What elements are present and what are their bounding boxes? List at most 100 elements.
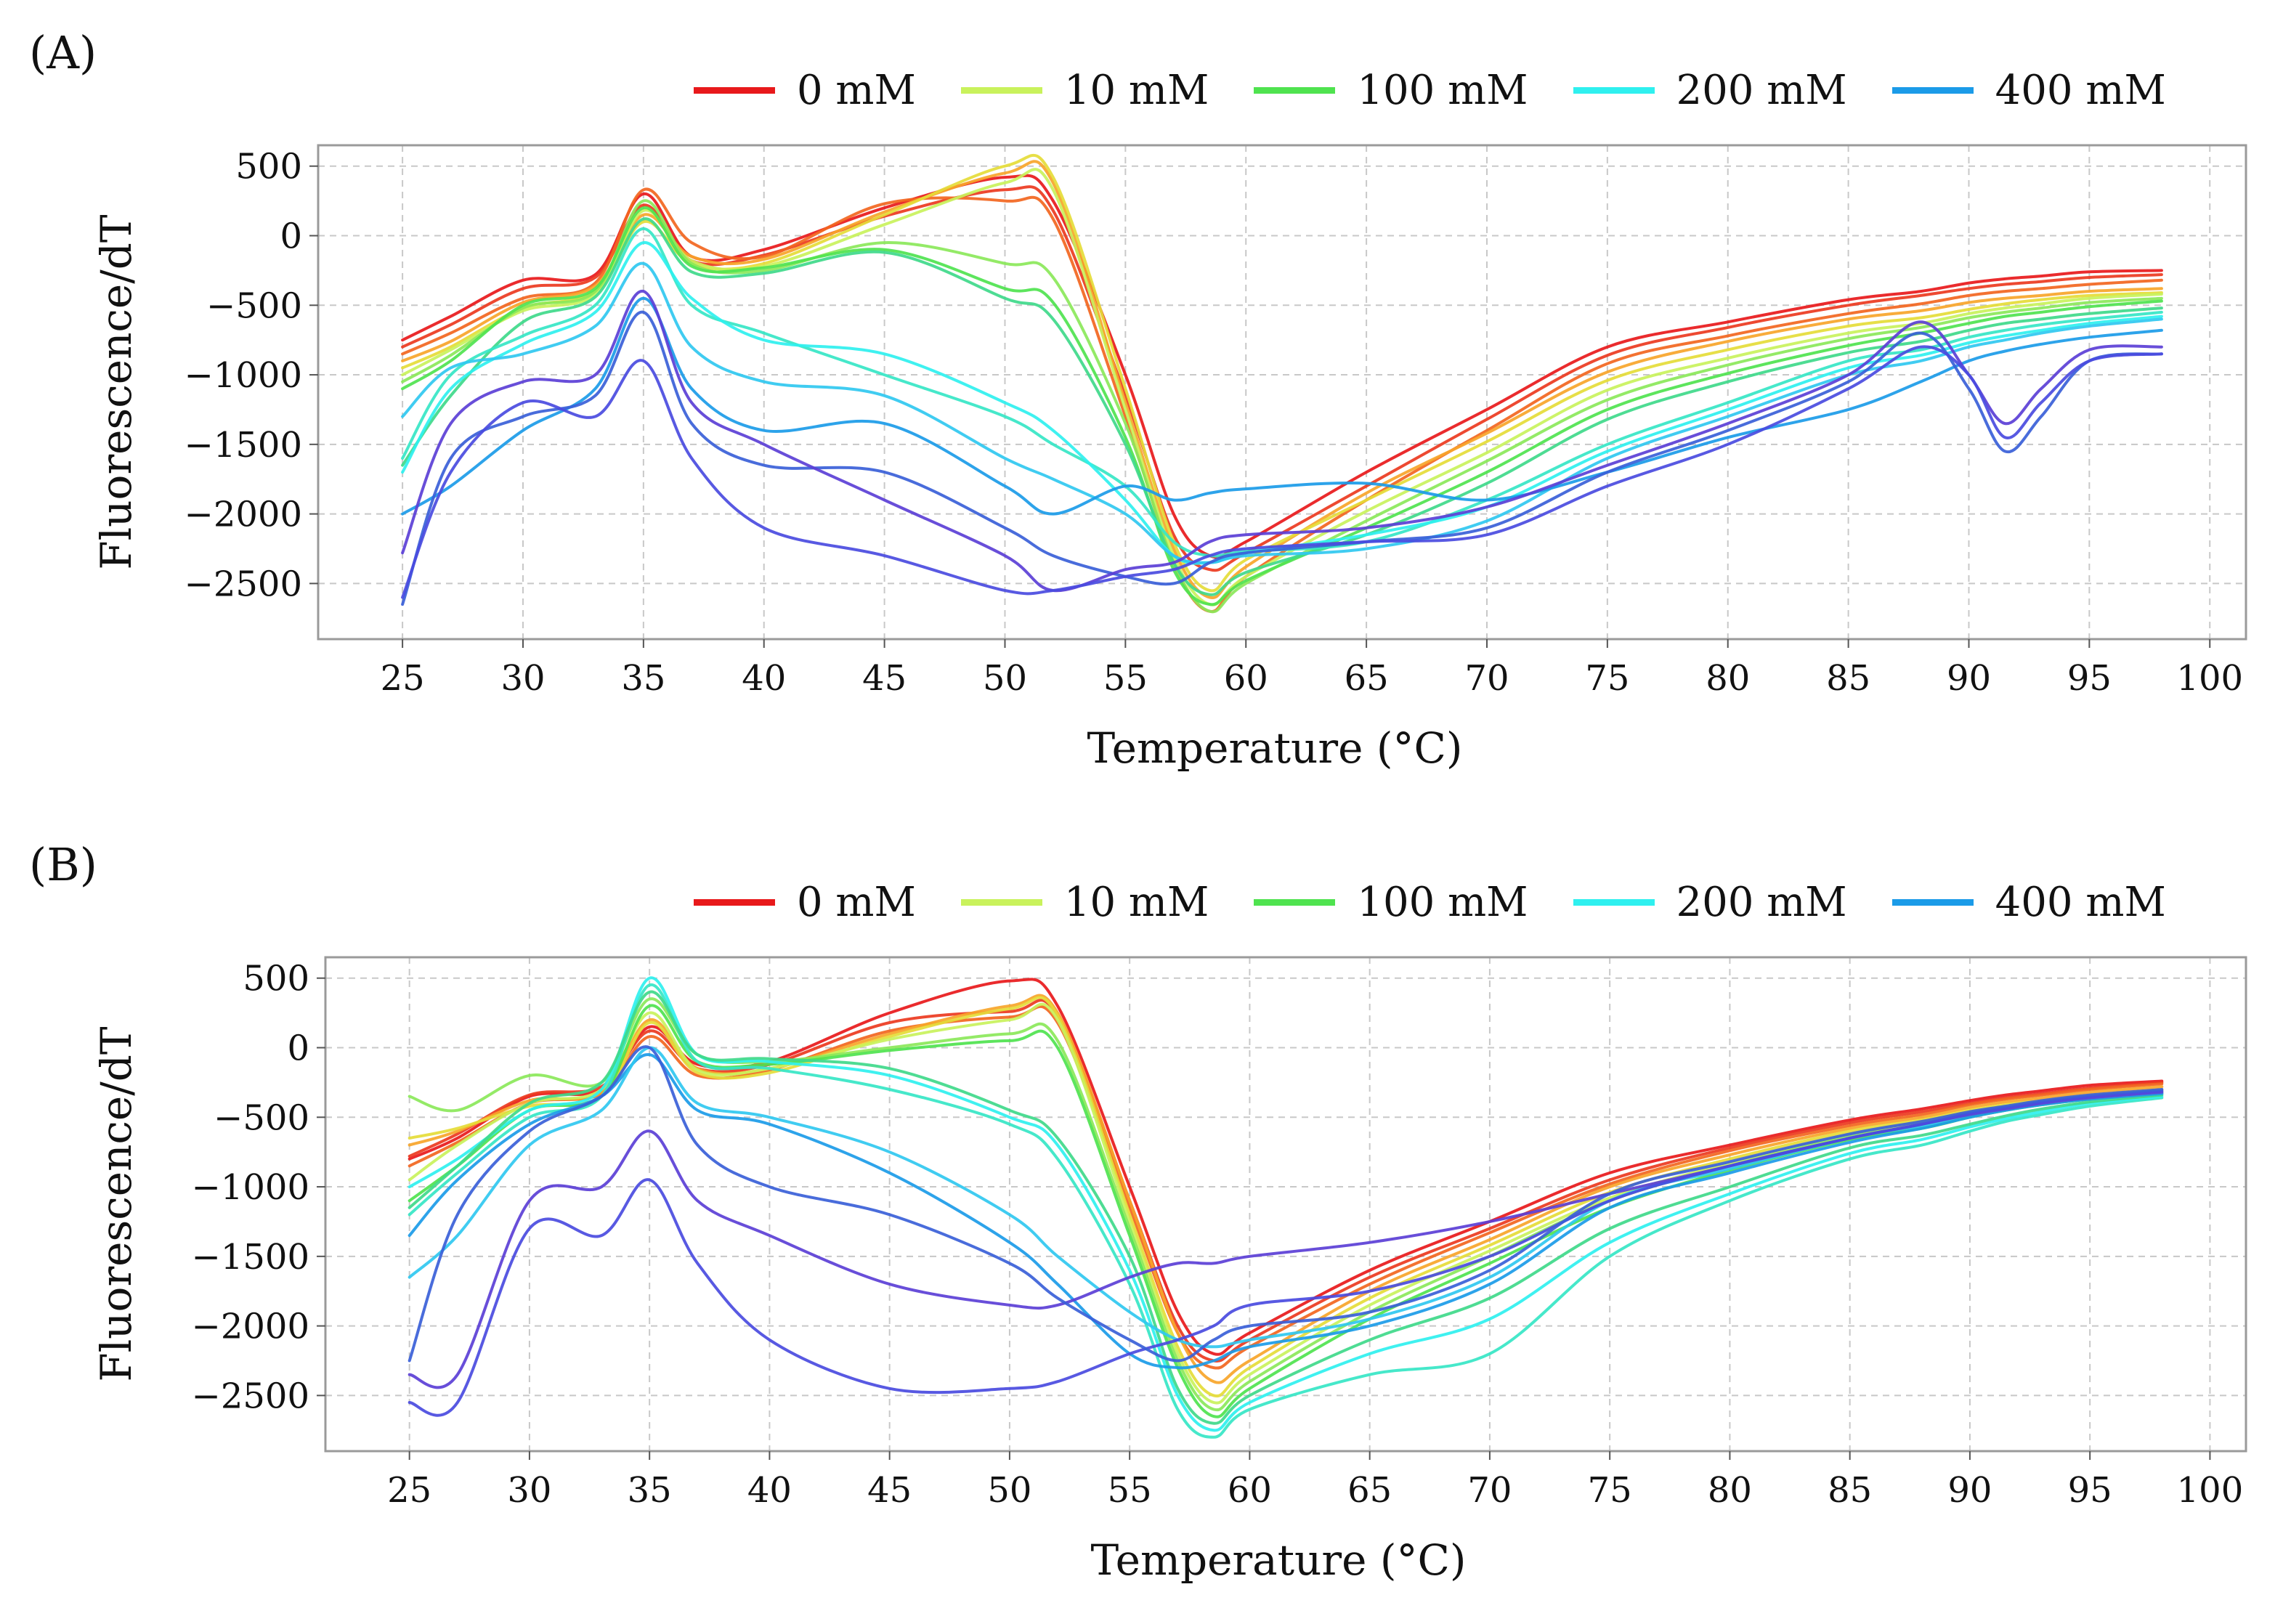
panel-label: (A) [29, 26, 97, 79]
legend-swatch [1254, 899, 1336, 906]
panel-label: (B) [29, 838, 97, 891]
y-tick-label: −2000 [192, 1307, 309, 1347]
legend-item: 0 mM [694, 879, 916, 926]
legend-label: 400 mM [1995, 879, 2166, 926]
series-line [407, 1090, 2164, 1389]
x-tick-label: 65 [1347, 1470, 1392, 1511]
y-axis-label: Fluorescence/dT [92, 214, 141, 570]
x-tick-label: 95 [2068, 1470, 2112, 1511]
y-tick-label: −500 [214, 1097, 309, 1138]
legend-swatch [1891, 899, 1974, 906]
series-line [407, 990, 2164, 1425]
series-line [407, 976, 2164, 1432]
chart-legend: 0 mM 10 mM 100 mM 200 mM 400 mM [694, 67, 2211, 114]
legend-label: 10 mM [1063, 879, 1209, 926]
legend-swatch [694, 899, 775, 906]
legend-label: 100 mM [1357, 67, 1528, 114]
series-line [401, 160, 2163, 599]
y-tick-label: −2000 [185, 495, 302, 535]
legend-item: 400 mM [1891, 879, 2166, 926]
series-line [401, 174, 2163, 559]
series-line [407, 1002, 2164, 1405]
y-tick-label: 500 [243, 959, 309, 999]
series-line [401, 310, 2163, 606]
x-tick-label: 75 [1585, 658, 1629, 699]
chart-legend: 0 mM 10 mM 100 mM 200 mM 400 mM [694, 879, 2211, 926]
legend-label: 200 mM [1676, 879, 1847, 926]
x-tick-label: 65 [1345, 658, 1389, 699]
legend-label: 400 mM [1995, 67, 2166, 114]
x-tick-label: 90 [1947, 1470, 1992, 1511]
x-tick-label: 85 [1826, 658, 1870, 699]
x-tick-label: 35 [628, 1470, 672, 1511]
y-tick-label: −1500 [192, 1237, 309, 1278]
x-tick-label: 45 [867, 1470, 912, 1511]
legend-item: 100 mM [1254, 67, 1528, 114]
legend-item: 100 mM [1254, 879, 1528, 926]
y-tick-label: −2500 [185, 564, 302, 604]
plot-frame [324, 956, 2247, 1453]
x-tick-label: 60 [1224, 658, 1268, 699]
legend-item: 10 mM [960, 879, 1209, 926]
series-line [401, 217, 2163, 596]
legend-swatch [1573, 899, 1655, 906]
legend-item: 10 mM [960, 67, 1209, 114]
x-axis-label: Temperature (°C) [1087, 723, 1462, 773]
y-tick-label: −1500 [185, 425, 302, 466]
x-tick-label: 70 [1464, 658, 1509, 699]
x-tick-label: 70 [1467, 1470, 1512, 1511]
y-tick-label: 0 [287, 1028, 309, 1069]
x-tick-label: 40 [742, 658, 786, 699]
x-tick-label: 50 [987, 1470, 1031, 1511]
y-tick-label: 0 [280, 216, 302, 257]
x-tick-label: 30 [507, 1470, 551, 1511]
series-line [407, 997, 2164, 1412]
legend-swatch [694, 87, 775, 94]
y-axis-label: Fluorescence/dT [92, 1026, 141, 1382]
legend-swatch [960, 87, 1042, 94]
legend-item: 400 mM [1891, 67, 2166, 114]
legend-swatch [1891, 87, 1974, 94]
legend-swatch [1254, 87, 1336, 94]
x-tick-label: 25 [387, 1470, 431, 1511]
x-tick-label: 35 [621, 658, 665, 699]
series-line [407, 1089, 2164, 1417]
series-line [401, 345, 2163, 599]
x-tick-label: 60 [1228, 1470, 1272, 1511]
panel-a: (A) 0 mM 10 mM 100 mM 200 mM 400 mM 25 30… [29, 26, 2247, 773]
x-tick-label: 75 [1588, 1470, 1632, 1511]
series-line [407, 978, 2164, 1356]
series-line [407, 1004, 2164, 1370]
x-tick-label: 40 [747, 1470, 792, 1511]
legend-label: 0 mM [797, 67, 916, 114]
x-tick-label: 25 [381, 658, 425, 699]
legend-label: 100 mM [1357, 879, 1528, 926]
x-tick-label: 85 [1828, 1470, 1872, 1511]
series-line [401, 296, 2163, 516]
x-tick-label: 100 [2177, 1470, 2244, 1511]
x-tick-label: 90 [1947, 658, 1991, 699]
x-tick-label: 55 [1103, 658, 1148, 699]
plot-frame [317, 144, 2247, 641]
x-tick-label: 95 [2067, 658, 2112, 699]
panel-b: (B) 0 mM 10 mM 100 mM 200 mM 400 mM 25 30… [0, 812, 2291, 1624]
legend-swatch [1573, 87, 1655, 94]
legend-label: 200 mM [1676, 67, 1847, 114]
legend-label: 0 mM [797, 879, 916, 926]
y-tick-label: −1000 [192, 1167, 309, 1208]
series-line [401, 290, 2163, 593]
x-tick-label: 100 [2176, 658, 2243, 699]
series-line [401, 185, 2163, 572]
legend-item: 200 mM [1573, 67, 1847, 114]
y-tick-label: −500 [206, 285, 302, 326]
chart-plot: 25 30 35 40 45 50 55 60 65 70 75 80 85 90 95 100 500 0 −50… [92, 956, 2247, 1585]
series-line [407, 983, 2164, 1439]
x-tick-label: 80 [1708, 1470, 1752, 1511]
x-tick-label: 80 [1706, 658, 1750, 699]
legend-label: 10 mM [1063, 67, 1209, 114]
chart-plot: 25 30 35 40 45 50 55 60 65 70 75 80 85 90 95 100 500 0 −50… [92, 144, 2247, 773]
series-line [407, 1045, 2164, 1363]
x-axis-label: Temperature (°C) [1090, 1535, 1466, 1585]
y-tick-label: −1000 [185, 355, 302, 396]
series-line [407, 1053, 2164, 1370]
